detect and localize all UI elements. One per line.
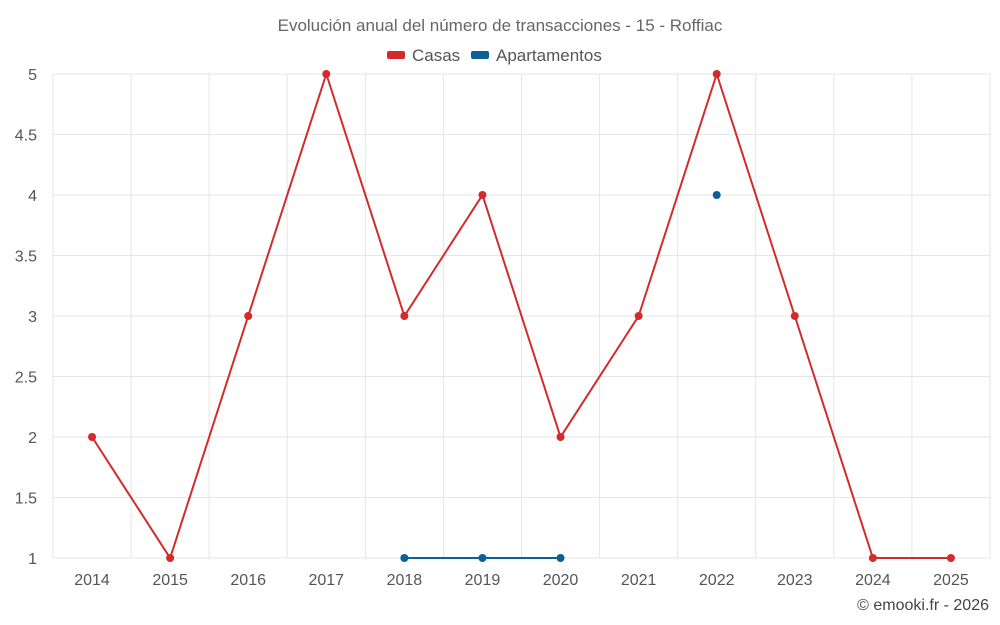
y-tick-label: 3 <box>28 309 37 326</box>
data-point[interactable] <box>790 312 799 320</box>
data-point[interactable] <box>556 554 565 562</box>
data-point[interactable] <box>712 191 721 199</box>
series-apartamentos <box>400 191 721 562</box>
y-tick-label: 5 <box>28 67 37 84</box>
legend-label-apartamentos[interactable]: Apartamentos <box>496 46 602 65</box>
data-point[interactable] <box>322 70 331 78</box>
data-point[interactable] <box>556 433 565 441</box>
x-tick-label: 2018 <box>387 572 423 589</box>
legend: Casas Apartamentos <box>387 46 602 65</box>
y-tick-label: 1 <box>28 551 37 568</box>
y-tick-label: 2.5 <box>15 370 37 387</box>
data-point[interactable] <box>712 70 721 78</box>
x-tick-label: 2019 <box>465 572 501 589</box>
data-point[interactable] <box>478 554 487 562</box>
legend-swatch-casas <box>387 51 405 59</box>
y-tick-label: 1.5 <box>15 491 37 508</box>
y-tick-label: 4 <box>28 188 37 205</box>
x-tick-label: 2016 <box>230 572 266 589</box>
data-point[interactable] <box>634 312 643 320</box>
data-point[interactable] <box>400 554 409 562</box>
y-tick-label: 4.5 <box>15 128 37 145</box>
data-point[interactable] <box>166 554 175 562</box>
x-tick-label: 2020 <box>543 572 579 589</box>
legend-swatch-apartamentos <box>471 51 489 59</box>
y-tick-label: 3.5 <box>15 249 37 266</box>
series-casas <box>88 70 955 562</box>
credit-text[interactable]: © emooki.fr - 2026 <box>857 597 989 614</box>
legend-label-casas[interactable]: Casas <box>412 46 460 65</box>
x-tick-label: 2015 <box>152 572 188 589</box>
grid <box>52 73 991 559</box>
series <box>88 70 955 562</box>
x-tick-label: 2017 <box>308 572 344 589</box>
data-point[interactable] <box>946 554 955 562</box>
chart-title: Evolución anual del número de transaccio… <box>278 16 723 35</box>
axes: 1 1.5 2 2.5 3 3.5 4 4.5 5 2014 2015 2016 2017 2018 201… <box>15 67 969 589</box>
x-tick-label: 2024 <box>855 572 891 589</box>
x-tick-label: 2014 <box>74 572 110 589</box>
x-tick-label: 2022 <box>699 572 735 589</box>
data-point[interactable] <box>88 433 97 441</box>
data-point[interactable] <box>400 312 409 320</box>
data-point[interactable] <box>478 191 487 199</box>
series-line <box>91 70 951 561</box>
y-tick-label: 2 <box>28 430 37 447</box>
data-point[interactable] <box>244 312 253 320</box>
x-tick-label: 2023 <box>777 572 813 589</box>
data-point[interactable] <box>868 554 877 562</box>
x-tick-label: 2025 <box>933 572 969 589</box>
x-tick-label: 2021 <box>621 572 657 589</box>
